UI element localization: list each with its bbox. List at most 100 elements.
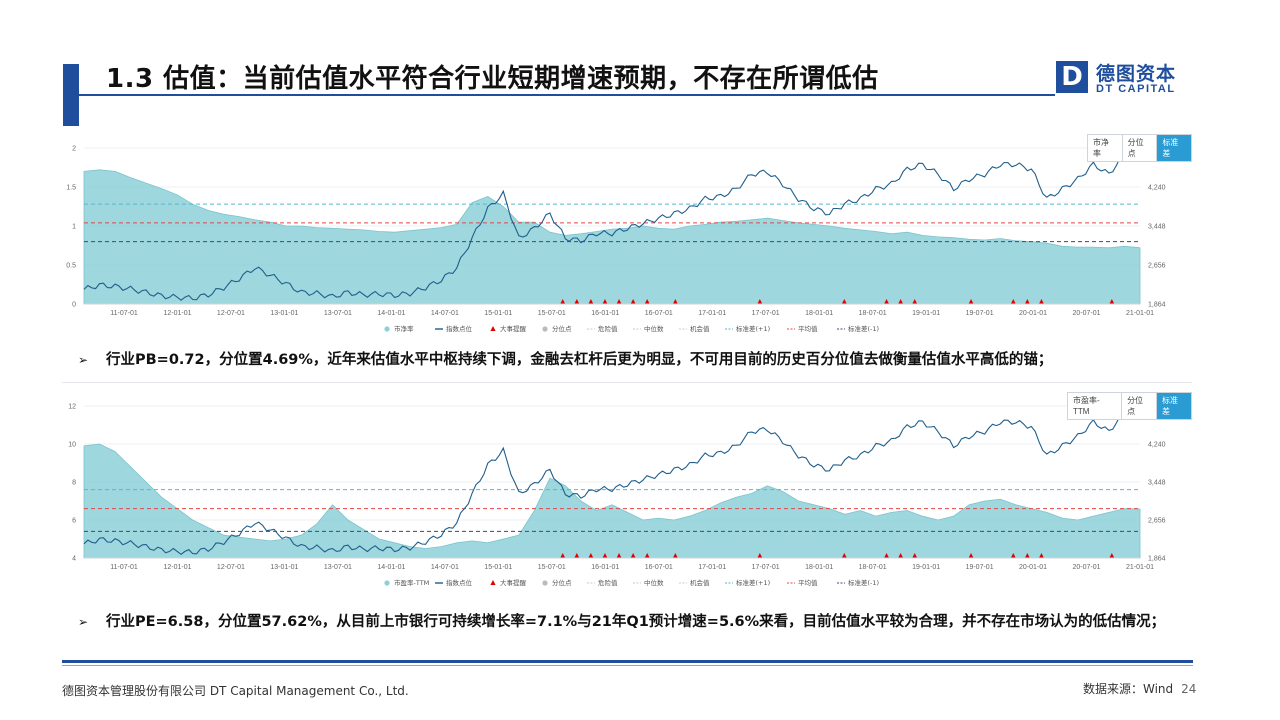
logo-text-en: DT CAPITAL [1096,83,1176,95]
legend-label: 市净率 [394,324,414,333]
event-marker [672,299,678,304]
toggle-percentile[interactable]: 分位点 [1122,393,1158,419]
y-tick-left: 8 [72,480,76,487]
legend-label: 分位点 [552,324,572,333]
y-tick-left: 10 [68,442,76,449]
bullet-arrow-icon: ➢ [78,615,89,629]
y-tick-left: 12 [68,404,76,411]
event-marker [841,299,847,304]
event-marker [968,553,974,558]
x-tick: 12-01-01 [163,310,191,317]
footer-rule-thin [62,665,1193,666]
y-tick-right: 2,656 [1148,263,1166,270]
toggle-percentile[interactable]: 分位点 [1123,135,1158,161]
legend-swatch [490,326,496,331]
company-logo: D 德图资本 DT CAPITAL [1056,61,1186,99]
event-marker [560,299,566,304]
y-tick-right: 3,448 [1148,480,1166,487]
x-tick: 13-01-01 [270,564,298,571]
y-tick-right: 3,448 [1148,224,1166,231]
event-marker [898,299,904,304]
legend-label: 中位数 [644,578,664,587]
legend-label: 大事提醒 [500,578,527,587]
x-tick: 12-01-01 [163,564,191,571]
event-marker [912,553,918,558]
y-tick-left: 6 [72,518,76,525]
toggle-pe[interactable]: 市盈率-TTM [1068,393,1123,419]
legend-label: 市盈率-TTM [394,578,429,587]
x-tick: 20-01-01 [1019,310,1047,317]
x-tick: 21-01-01 [1126,564,1154,571]
legend-label: 标准差(-1) [848,324,879,333]
x-tick: 14-07-01 [431,564,459,571]
legend-label: 标准差(+1) [736,578,770,587]
x-tick: 15-01-01 [484,564,512,571]
legend-label: 危险值 [598,324,618,333]
valuation-area [83,169,1141,305]
event-marker [574,553,580,558]
title-underline [79,94,1055,96]
x-tick: 17-07-01 [752,564,780,571]
x-tick: 18-07-01 [859,310,887,317]
x-tick: 17-07-01 [752,310,780,317]
source-label: 数据来源：Wind [1083,682,1174,696]
bullet-pb: ➢ 行业PB=0.72，分位置4.69%，近年来估值水平中枢持续下调，金融去杠杆… [78,350,1188,371]
y-tick-right: 1,864 [1148,556,1166,563]
toggle-stddev[interactable]: 标准差 [1157,393,1191,419]
legend-label: 分位点 [552,578,572,587]
bullet-pe: ➢ 行业PE=6.58，分位置57.62%，从目前上市银行可持续增长率=7.1%… [78,612,1178,633]
event-marker [644,299,650,304]
event-marker [912,299,918,304]
event-marker [1024,553,1030,558]
legend-label: 平均值 [798,578,818,587]
y-tick-left: 2 [72,146,76,153]
event-marker [1010,553,1016,558]
event-marker [1010,299,1016,304]
title-accent-bar [63,64,79,126]
x-tick: 21-01-01 [1126,310,1154,317]
legend-label: 机会值 [690,578,710,587]
event-marker [1038,553,1044,558]
legend-label: 机会值 [690,324,710,333]
x-tick: 17-01-01 [698,310,726,317]
event-marker [616,299,622,304]
x-tick: 13-07-01 [324,310,352,317]
x-tick: 19-07-01 [966,564,994,571]
x-tick: 15-07-01 [538,310,566,317]
x-tick: 15-01-01 [484,310,512,317]
event-marker [644,553,650,558]
x-tick: 12-07-01 [217,310,245,317]
pe-chart-toggle[interactable]: 市盈率-TTM 分位点 标准差 [1067,392,1192,420]
x-tick: 18-07-01 [859,564,887,571]
y-tick-left: 1.5 [66,185,76,192]
x-tick: 11-07-01 [110,310,138,317]
event-marker [757,553,763,558]
footer-company: 德图资本管理股份有限公司 DT Capital Management Co., … [62,684,409,698]
logo-mark: D [1056,61,1088,93]
logo-text-cn: 德图资本 [1096,63,1177,85]
event-marker [630,299,636,304]
x-tick: 11-07-01 [110,564,138,571]
event-marker [574,299,580,304]
x-tick: 14-01-01 [377,564,405,571]
pb-chart-toggle[interactable]: 市净率 分位点 标准差 [1087,134,1192,162]
event-marker [968,299,974,304]
event-marker [1038,299,1044,304]
toggle-stddev[interactable]: 标准差 [1157,135,1192,161]
bullet-pb-text: 行业PB=0.72，分位置4.69%，近年来估值水平中枢持续下调，金融去杠杆后更… [106,352,1053,368]
x-tick: 19-07-01 [966,310,994,317]
section-divider [62,382,1192,383]
y-tick-left: 1 [72,224,76,231]
x-tick: 20-01-01 [1019,564,1047,571]
legend-label: 平均值 [798,324,818,333]
event-marker [588,299,594,304]
legend-label: 大事提醒 [500,324,527,333]
x-tick: 16-01-01 [591,564,619,571]
event-marker [757,299,763,304]
event-marker [884,299,890,304]
toggle-pb[interactable]: 市净率 [1088,135,1123,161]
x-tick: 16-07-01 [645,310,673,317]
event-marker [616,553,622,558]
y-tick-right: 4,240 [1148,185,1166,192]
x-tick: 14-01-01 [377,310,405,317]
